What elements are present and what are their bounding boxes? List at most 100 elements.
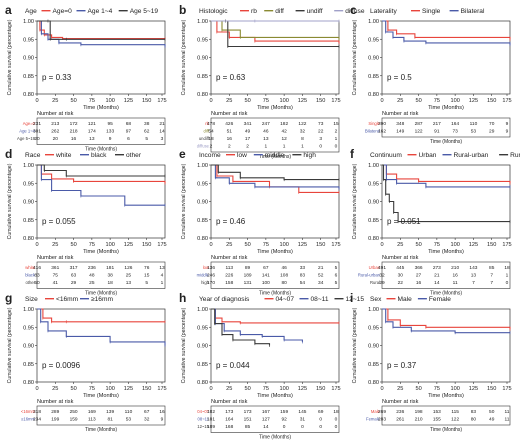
x-tick-label: 100 [450,242,459,248]
y-tick-label: 0.95 [368,325,379,331]
risk-value: 12 [281,136,287,142]
risk-value: 73 [452,129,458,135]
panel-letter: e [179,147,186,161]
risk-value: 0 [506,280,509,286]
legend-entry: diff [275,8,284,15]
risk-value: 13 [126,280,132,286]
risk-value: 11 [505,409,510,415]
risk-value: 85 [489,265,495,271]
x-tick-label: 125 [298,98,307,104]
risk-table-title: Number at risk [382,111,419,117]
risk-value: 170 [207,280,215,286]
risk-row-label: Age 5~19 [17,136,36,141]
legend-title: Histologic [199,8,228,15]
risk-value: 83 [34,273,40,279]
risk-value: 108 [280,273,288,279]
risk-value: 95 [107,121,113,127]
risk-row-label: ≥16mm [21,417,35,422]
x-tick-label: 75 [434,386,440,392]
risk-value: 38 [144,121,150,127]
x-tick-label: 50 [244,98,250,104]
y-tick-label: 0.95 [368,37,379,43]
y-tick-label: 0.95 [23,37,34,43]
x-tick-label: 75 [89,386,95,392]
p-value: p = 0.5 [387,73,412,82]
x-tick-label: 25 [397,98,403,104]
y-tick-label: 1.00 [197,307,208,313]
risk-value: 189 [244,273,252,279]
series-line-rural [382,164,510,223]
legend-entry: Urban [419,152,437,159]
x-tick-label: 125 [124,242,133,248]
plot-area [210,308,340,383]
risk-row-label: Age=0 [23,121,36,126]
risk-value: 246 [207,273,215,279]
risk-value: 145 [298,409,306,415]
risk-value: 41 [53,280,59,286]
x-tick-label: 100 [105,386,114,392]
risk-value: 68 [126,121,132,127]
risk-value: 62 [144,129,150,135]
legend-entry: undiff [307,8,323,15]
x-tick-label: 0 [209,386,212,392]
y-tick-label: 0.80 [23,92,34,98]
risk-value: 14 [434,280,440,286]
x-tick-label: 25 [226,242,232,248]
risk-value: 159 [70,417,78,423]
legend-entry: diffuse [345,8,365,15]
risk-value: 173 [244,409,252,415]
x-tick-label: 150 [142,386,151,392]
x-tick-label: 50 [415,242,421,248]
y-tick-label: 0.85 [23,362,34,368]
x-axis-label: Time (Months) [83,249,119,255]
risk-value: 16 [227,136,233,142]
x-axis-label: Time (Months) [428,393,464,399]
risk-value: 53 [471,129,477,135]
legend-title: Continuum [370,152,402,159]
risk-value: 426 [225,121,233,127]
risk-value: 73 [318,121,324,127]
risk-row-label: low [203,265,210,270]
risk-row-label: <16mm [21,409,36,414]
risk-value: 14 [159,129,165,135]
x-tick-label: 125 [469,98,478,104]
x-tick-label: 150 [316,386,325,392]
plot-area [381,20,511,95]
risk-value: 11 [505,417,510,423]
risk-value: 5 [335,265,338,271]
risk-value: 9 [109,136,112,142]
plot-area [381,308,511,383]
risk-x-label: Time (Months) [85,291,117,297]
risk-row-label: diff [203,129,209,134]
risk-value: 167 [262,409,270,415]
risk-value: 287 [415,121,423,127]
y-tick-label: 0.95 [368,181,379,187]
y-axis-label: Cumulative survival (percentage) [181,19,187,95]
x-tick-label: 0 [380,242,383,248]
risk-value: 301 [33,129,41,135]
y-tick-label: 0.90 [197,56,208,62]
risk-value: 21 [434,273,440,279]
risk-value: 149 [396,129,404,135]
risk-value: 218 [70,129,78,135]
x-tick-label: 125 [124,98,133,104]
risk-value: 92 [281,417,287,423]
x-axis-label: Time (Months) [428,249,464,255]
risk-value: 213 [51,121,59,127]
risk-x-label: Time (Months) [85,147,117,153]
legend-entry: 04~07 [276,296,295,303]
risk-value: 20 [53,136,59,142]
risk-value: 46 [281,265,287,271]
risk-row-label: Bilateral [365,129,380,134]
panel-b: b Histologic rb diff undiff diffuse 0.80 0.85 0.… [179,3,365,160]
risk-value: 5 [145,280,148,286]
risk-value: 115 [451,409,459,415]
risk-value: 75 [53,273,59,279]
risk-value: 0 [335,144,338,150]
y-tick-label: 0.95 [197,37,208,43]
risk-value: 4 [161,273,164,279]
legend-entry: black [91,152,107,159]
y-tick-label: 0.90 [23,200,34,206]
risk-value: 0 [335,417,338,423]
